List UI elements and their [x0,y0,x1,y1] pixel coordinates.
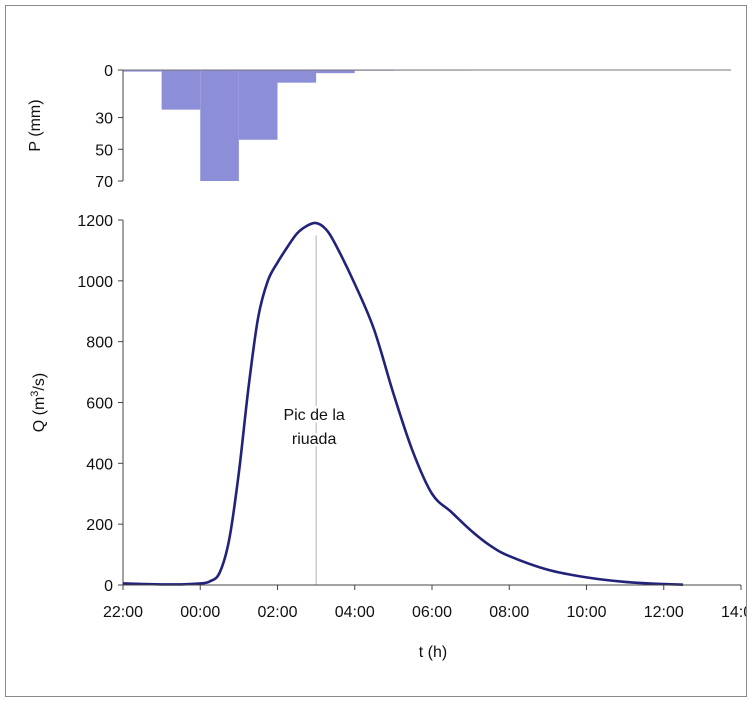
x-tick-label: 08:00 [489,604,529,621]
peak-annotation-line-1: riuada [292,431,337,448]
q-y-tick-label: 400 [86,456,113,473]
q-y-tick-label: 600 [86,396,113,413]
q-y-axis-title: Q (m3/s) [29,373,48,432]
p-y-tick-label: 50 [95,142,113,159]
discharge-series-line [122,221,684,586]
x-tick-label: 22:00 [103,604,143,621]
x-tick-label: 06:00 [412,604,452,621]
q-y-tick-label: 800 [86,335,113,352]
q-y-tick-label: 0 [104,578,113,595]
p-y-tick-label: 30 [95,111,113,128]
hydrograph-chart: 0 30 50 70 P (mm) 0 200 400 600 800 1000 1200 Q (m3… [27,63,746,661]
time-axis: 22:00 00:00 02:00 04:00 06:00 08:00 10:00 12:00… [103,584,746,661]
q-y-axis-title-superscript: 3 [29,391,41,397]
rain-bar-4 [277,70,317,83]
p-y-tick-label: 70 [95,174,113,191]
q-y-axis-title-part: /s) [31,373,48,391]
x-axis-title: t (h) [419,644,447,661]
p-y-tick-label: 0 [104,63,113,80]
x-tick-label: 12:00 [644,604,684,621]
rain-bar-0 [123,70,162,72]
rain-bar-3 [238,70,278,140]
x-tick-label: 14:00 [721,604,746,621]
x-tick-label: 00:00 [180,604,220,621]
discharge-panel: 0 200 400 600 800 1000 1200 Q (m3/s) Pic de la ri… [29,213,684,595]
chart-frame: 0 30 50 70 P (mm) 0 200 400 600 800 1000 1200 Q (m3… [5,5,747,697]
peak-annotation-line-0: Pic de la [283,407,344,424]
q-y-tick-label: 1000 [77,274,113,291]
x-tick-label: 10:00 [566,604,606,621]
x-tick-label: 02:00 [257,604,297,621]
rain-bar-1 [161,70,201,110]
p-y-axis-title: P (mm) [27,99,44,151]
q-y-axis-title-part: Q (m [31,397,48,433]
x-tick-label: 04:00 [335,604,375,621]
rain-bar-5 [316,70,355,74]
q-y-tick-label: 200 [86,517,113,534]
precipitation-panel: 0 30 50 70 P (mm) [27,63,731,191]
q-y-tick-label: 1200 [77,213,113,230]
rain-bar-2 [200,70,239,181]
